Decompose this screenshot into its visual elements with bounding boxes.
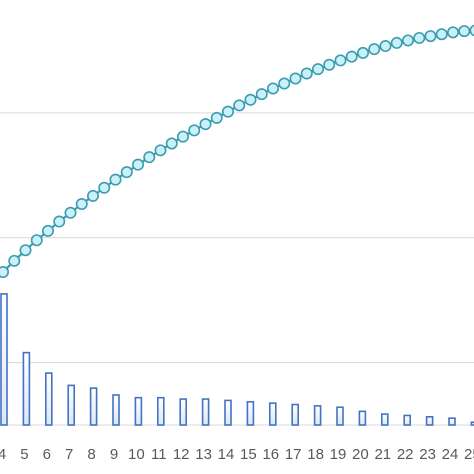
line-marker — [289, 72, 302, 85]
line-marker — [132, 158, 145, 171]
x-tick-label: 20 — [352, 446, 369, 463]
x-tick-label: 11 — [151, 446, 167, 463]
line-marker — [75, 198, 88, 211]
bar — [470, 421, 474, 426]
line-marker — [8, 254, 21, 267]
bar — [358, 410, 367, 426]
line-marker — [120, 166, 133, 179]
line-marker — [98, 181, 111, 194]
x-tick-label: 14 — [218, 446, 235, 463]
x-tick-label: 25 — [464, 446, 474, 463]
bar — [224, 399, 232, 426]
line-marker — [334, 54, 347, 67]
line-marker — [311, 63, 324, 76]
x-tick-label: 24 — [442, 446, 459, 463]
bar — [179, 398, 187, 426]
bar — [157, 396, 165, 426]
line-marker — [300, 67, 313, 80]
x-tick-label: 22 — [397, 446, 414, 463]
bar — [291, 403, 300, 426]
x-tick-label: 23 — [419, 446, 436, 463]
line-series — [0, 24, 474, 279]
x-tick-label: 5 — [20, 446, 28, 463]
line-marker — [19, 244, 32, 257]
line-marker — [165, 137, 178, 150]
bar — [89, 387, 98, 426]
x-tick-label: 10 — [128, 446, 145, 463]
x-tick-label: 6 — [43, 446, 51, 463]
x-tick-label: 19 — [330, 446, 347, 463]
line-marker — [53, 215, 66, 228]
gridlines — [0, 112, 474, 426]
line-marker — [0, 266, 9, 279]
line-marker — [255, 88, 268, 101]
line-marker — [345, 50, 358, 63]
bar — [313, 405, 322, 426]
bar — [201, 398, 210, 426]
bar — [448, 417, 456, 426]
bar — [403, 414, 412, 426]
x-tick-label: 16 — [262, 446, 279, 463]
line-marker — [446, 26, 459, 39]
x-tick-label: 13 — [195, 446, 212, 463]
line-marker — [390, 36, 403, 49]
x-tick-label: 7 — [65, 446, 73, 463]
line-marker — [188, 124, 201, 137]
line-marker — [379, 40, 392, 53]
line-marker — [469, 24, 474, 37]
x-tick-label: 15 — [240, 446, 257, 463]
line-marker — [233, 99, 246, 112]
line-marker — [199, 118, 212, 131]
bar — [134, 396, 143, 426]
bar — [268, 402, 277, 426]
line-marker — [109, 173, 122, 186]
bar — [336, 406, 344, 426]
x-tick-label: 9 — [110, 446, 118, 463]
line-marker — [177, 130, 190, 143]
x-tick-label: 4 — [0, 446, 6, 463]
bar — [246, 400, 255, 426]
bar-series — [0, 293, 474, 426]
line-marker — [424, 30, 437, 43]
x-tick-label: 21 — [374, 446, 391, 463]
line-marker — [458, 25, 471, 38]
line-path — [2, 29, 474, 273]
line-marker — [323, 58, 336, 71]
line-marker — [210, 111, 223, 124]
line-marker — [368, 43, 381, 56]
line-marker — [87, 189, 100, 202]
x-tick-label: 18 — [307, 446, 324, 463]
bar — [44, 372, 53, 426]
line-marker — [154, 144, 167, 157]
line-marker — [222, 105, 235, 118]
line-marker — [401, 34, 414, 47]
x-tick-label: 8 — [87, 446, 95, 463]
line-marker — [356, 46, 369, 59]
line-marker — [278, 77, 291, 90]
x-tick-label: 17 — [285, 446, 302, 463]
line-marker — [244, 93, 257, 106]
bar — [0, 293, 8, 426]
bar — [67, 384, 75, 426]
bar — [425, 416, 434, 426]
line-marker — [30, 234, 43, 247]
x-tick-label: 12 — [173, 446, 190, 463]
bar — [380, 413, 389, 426]
bar — [22, 351, 31, 426]
line-marker — [64, 206, 77, 219]
line-marker — [41, 224, 54, 237]
bar — [112, 394, 120, 426]
line-marker — [266, 82, 279, 95]
line-marker — [413, 31, 426, 44]
line-marker — [435, 28, 448, 41]
line-marker — [143, 151, 156, 164]
